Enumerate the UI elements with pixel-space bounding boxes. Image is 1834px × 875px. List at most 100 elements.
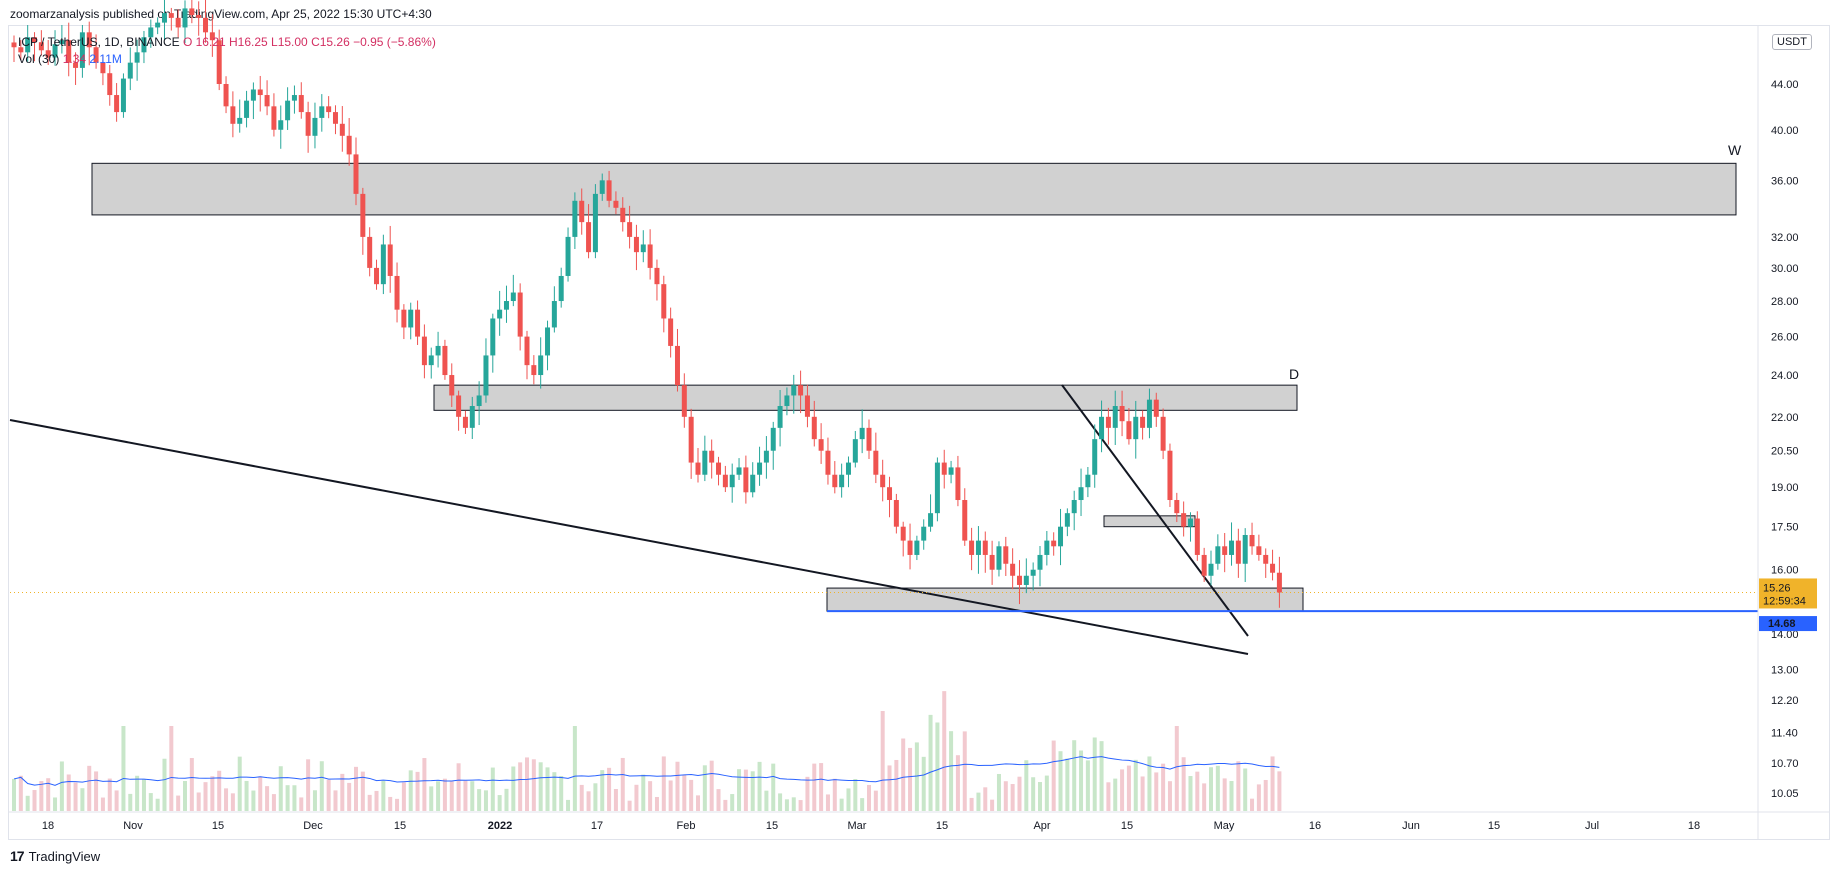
volume-bar	[224, 788, 229, 811]
candle-body	[1208, 563, 1214, 576]
candle-body	[469, 406, 475, 428]
volume-bar	[696, 795, 700, 811]
price-tick-label: 19.00	[1771, 482, 1799, 494]
candle-body	[449, 375, 455, 396]
tradingview-logo[interactable]: 17 TradingView	[10, 848, 100, 864]
candle-body	[353, 154, 359, 194]
candle-body	[866, 427, 872, 451]
candle-body	[114, 95, 120, 113]
tradingview-logo-icon: 17	[10, 848, 25, 864]
candle-body	[45, 50, 51, 58]
candle-body	[969, 540, 975, 555]
volume-bar	[1126, 765, 1131, 811]
tradingview-brand: TradingView	[28, 848, 101, 864]
candle-body	[558, 275, 564, 302]
volume-bar	[148, 793, 153, 811]
candle-body	[79, 32, 85, 68]
volume-label[interactable]: Vol (30)	[18, 52, 60, 66]
volume-bar	[511, 766, 516, 811]
candle-body	[572, 200, 578, 237]
volume-bar	[415, 771, 420, 811]
candle-body	[408, 309, 414, 328]
candle-body	[1215, 546, 1221, 564]
volume-bar	[107, 778, 112, 811]
candle-body	[196, 14, 202, 18]
volume-bar	[66, 774, 71, 811]
volume-bar	[538, 762, 543, 811]
volume-bar	[135, 775, 140, 811]
candle-body	[503, 301, 509, 310]
candle-body	[825, 450, 831, 475]
candle-body	[777, 406, 783, 428]
volume-bar	[572, 726, 577, 811]
candle-body	[681, 385, 687, 417]
candle-body	[107, 73, 113, 96]
volume-bar	[1250, 798, 1255, 811]
volume-bar	[449, 781, 454, 811]
time-tick-label: Apr	[1033, 820, 1050, 832]
volume-bar	[1167, 781, 1172, 811]
candle-body	[1201, 554, 1207, 576]
volume-bar	[1277, 771, 1282, 811]
volume-bar	[593, 783, 598, 811]
candle-body	[948, 467, 954, 475]
volume-bar	[306, 759, 311, 811]
candle-body	[1078, 487, 1084, 501]
volume-bar	[1229, 781, 1234, 811]
volume-bar	[196, 792, 201, 811]
time-tick-label: 18	[1688, 820, 1700, 832]
time-tick-label: 2022	[488, 820, 512, 832]
volume-bar	[12, 778, 16, 811]
zone-label-w: W	[1728, 142, 1742, 158]
support-price-label: 14.68	[1768, 618, 1796, 630]
volume-bar	[367, 794, 372, 811]
candle-body	[702, 450, 708, 475]
time-tick-label: Mar	[848, 820, 867, 832]
candle-body	[326, 106, 332, 113]
candle-body	[1071, 500, 1077, 514]
candle-body	[750, 474, 756, 493]
volume-bar	[18, 775, 23, 811]
time-tick-label: 17	[591, 820, 603, 832]
volume-bar	[839, 798, 844, 811]
candle-body	[380, 244, 386, 285]
volume-bar	[716, 789, 721, 811]
candle-body	[845, 462, 851, 475]
short-trendline	[1061, 384, 1249, 637]
candle-body	[244, 100, 250, 118]
volume-bar	[299, 797, 304, 811]
price-unit-button[interactable]: USDT	[1772, 34, 1812, 50]
volume-bar	[682, 774, 687, 811]
candle-body	[586, 222, 592, 253]
candle-body	[1051, 540, 1057, 547]
candle-body	[729, 474, 735, 488]
volume-bar	[928, 714, 933, 811]
time-tick-label: Nov	[123, 820, 143, 832]
volume-bar	[949, 731, 954, 811]
volume-bar	[1195, 771, 1200, 811]
chart-legend: ICP / TetherUS, 1D, BINANCE O 16.21 H16.…	[18, 34, 436, 68]
volume-bar	[87, 765, 92, 811]
volume-bar	[1031, 777, 1036, 811]
candle-body	[1181, 513, 1187, 527]
volume-bar	[661, 756, 666, 811]
volume-bar	[1202, 783, 1207, 811]
volume-bar	[607, 767, 612, 811]
volume-bar	[319, 761, 324, 811]
volume-bar	[1051, 740, 1056, 811]
candle-body	[565, 236, 571, 276]
candle-body	[538, 355, 544, 376]
candle-body	[510, 292, 516, 302]
candle-body	[59, 40, 65, 45]
time-tick-label: 15	[212, 820, 224, 832]
volume-bar	[996, 773, 1001, 811]
candle-body	[223, 84, 229, 107]
volume-bar	[442, 778, 447, 811]
candle-body	[955, 467, 961, 501]
volume-bar	[203, 782, 208, 811]
volume-bar	[825, 794, 830, 811]
symbol-label[interactable]: ICP / TetherUS, 1D, BINANCE	[18, 35, 180, 49]
candle-body	[1222, 546, 1228, 555]
volume-bar	[860, 798, 865, 811]
